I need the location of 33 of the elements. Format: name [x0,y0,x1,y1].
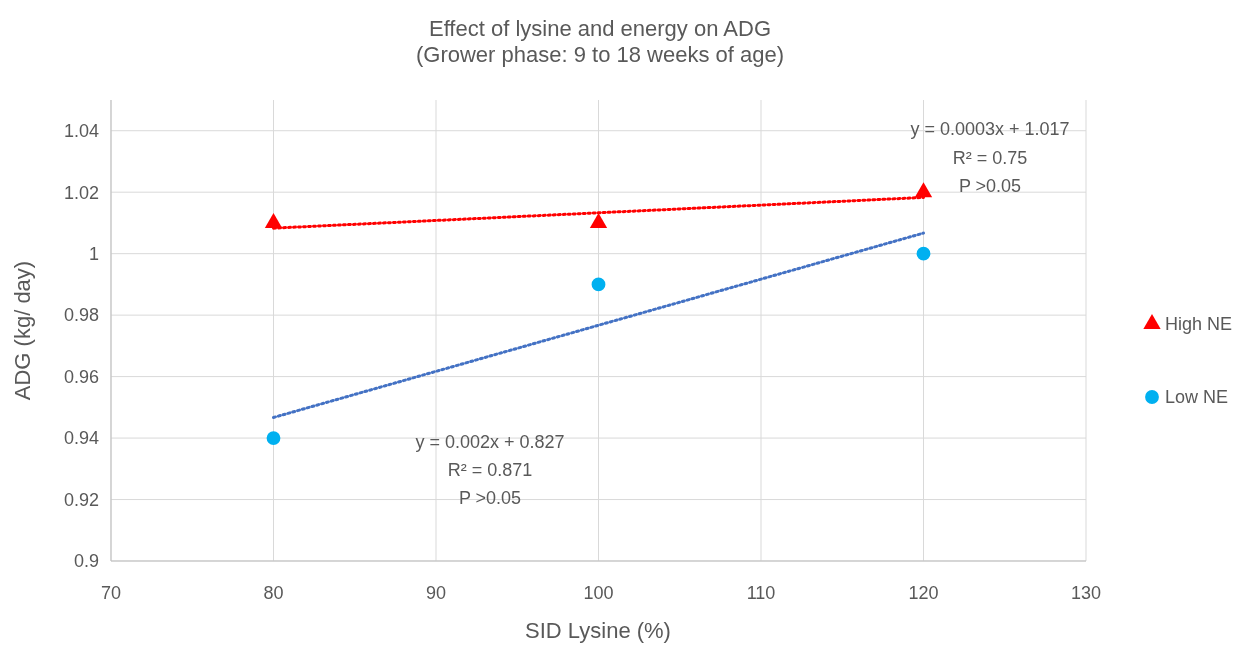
y-tick-label: 1.02 [63,182,99,203]
annotation: P >0.05 [958,176,1022,196]
point [589,212,608,228]
point [264,212,283,228]
y-tick-label: 0.96 [63,366,99,387]
x-tick-label: 90 [425,583,447,603]
annotation: y = 0.002x + 0.827 [415,432,565,452]
y-tick-label: 0.94 [63,428,99,449]
x-tick-label: 100 [583,583,614,603]
chart-title: Effect of lysine and energy on ADG [428,16,772,41]
annotation: P >0.05 [458,488,522,508]
point [266,431,281,445]
x-tick-label: 80 [263,583,284,603]
point [916,246,931,261]
x-tick-label: 70 [100,583,122,603]
legend-label: High NE [1165,314,1233,335]
x-axis-title: SID Lysine (%) [525,618,671,643]
y-tick-label: 1 [88,243,99,264]
point [591,277,606,292]
y-tick-label: 1.04 [63,121,99,142]
x-tick-label: 120 [908,583,939,603]
annotation: R² = 0.75 [952,148,1028,168]
annotation: y = 0.0003x + 1.017 [910,119,1070,139]
y-tick-label: 0.92 [63,489,99,510]
point [914,182,933,198]
legend-label: Low NE [1165,387,1229,408]
y-tick-label: 0.9 [73,551,99,572]
x-tick-label: 130 [1070,583,1102,603]
x-tick-label: 110 [746,583,776,603]
y-axis-title: ADG (kg/ day) [10,260,35,401]
annotation: R² = 0.871 [447,460,533,480]
y-tick-label: 0.98 [63,305,99,326]
chart-subtitle: (Grower phase: 9 to 18 weeks of age) [415,42,785,67]
